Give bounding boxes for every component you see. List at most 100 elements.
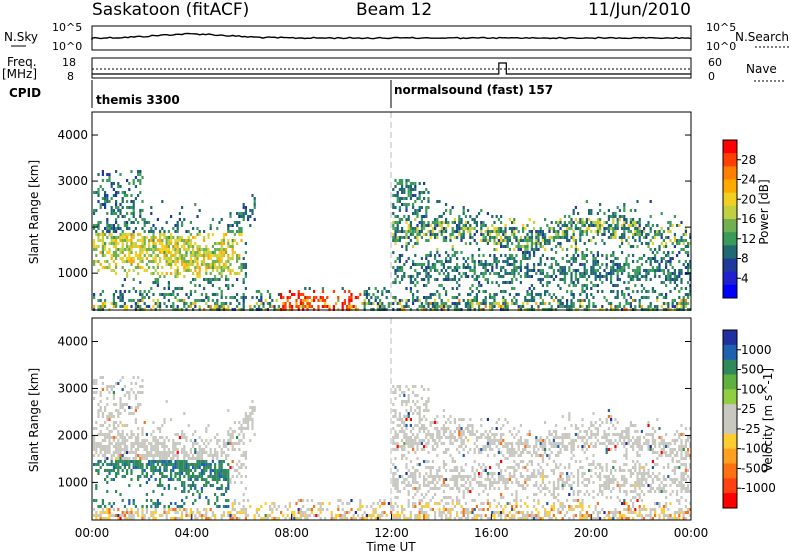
heatmap-cell	[592, 236, 595, 239]
heatmap-cell	[434, 254, 437, 257]
heatmap-cell	[315, 514, 318, 517]
heatmap-cell	[260, 302, 263, 305]
heatmap-cell	[401, 182, 404, 185]
heatmap-cell	[130, 242, 133, 245]
heatmap-cell	[418, 487, 421, 490]
heatmap-cell	[119, 293, 122, 296]
heatmap-cell	[137, 403, 140, 406]
heatmap-cell	[167, 484, 170, 487]
heatmap-cell	[183, 466, 186, 469]
heatmap-cell	[260, 299, 263, 302]
heatmap-cell	[141, 442, 144, 445]
heatmap-cell	[414, 269, 417, 272]
heatmap-cell	[456, 439, 459, 442]
heatmap-cell	[167, 251, 170, 254]
y-tick-label: 4000	[57, 128, 88, 142]
heatmap-cell	[348, 511, 351, 514]
heatmap-cell	[189, 469, 192, 472]
heatmap-cell	[676, 254, 679, 257]
heatmap-cell	[511, 233, 514, 236]
heatmap-cell	[115, 463, 118, 466]
heatmap-cell	[152, 445, 155, 448]
heatmap-cell	[401, 266, 404, 269]
heatmap-cell	[280, 511, 283, 514]
heatmap-cell	[379, 517, 382, 520]
heatmap-cell	[117, 412, 120, 415]
heatmap-cell	[508, 248, 511, 251]
heatmap-cell	[115, 457, 118, 460]
heatmap-cell	[242, 451, 245, 454]
heatmap-cell	[183, 305, 186, 308]
heatmap-cell	[148, 451, 151, 454]
heatmap-cell	[581, 233, 584, 236]
heatmap-cell	[579, 239, 582, 242]
heatmap-cell	[218, 305, 221, 308]
heatmap-cell	[453, 481, 456, 484]
heatmap-cell	[420, 511, 423, 514]
heatmap-cell	[119, 421, 122, 424]
heatmap-cell	[687, 293, 690, 296]
heatmap-cell	[434, 263, 437, 266]
heatmap-cell	[530, 236, 533, 239]
heatmap-cell	[614, 227, 617, 230]
heatmap-cell	[200, 448, 203, 451]
heatmap-cell	[365, 517, 368, 520]
heatmap-cell	[106, 236, 109, 239]
heatmap-cell	[689, 233, 692, 236]
heatmap-cell	[676, 284, 679, 287]
heatmap-cell	[123, 239, 126, 242]
heatmap-cell	[559, 227, 562, 230]
heatmap-cell	[436, 224, 439, 227]
heatmap-cell	[117, 209, 120, 212]
heatmap-cell	[165, 242, 168, 245]
heatmap-cell	[467, 478, 470, 481]
heatmap-cell	[119, 185, 122, 188]
heatmap-cell	[121, 433, 124, 436]
heatmap-cell	[519, 269, 522, 272]
heatmap-cell	[431, 305, 434, 308]
heatmap-cell	[154, 502, 157, 505]
heatmap-cell	[145, 508, 148, 511]
heatmap-cell	[475, 242, 478, 245]
heatmap-cell	[458, 487, 461, 490]
heatmap-cell	[445, 484, 448, 487]
heatmap-cell	[121, 206, 124, 209]
heatmap-cell	[108, 436, 111, 439]
heatmap-cell	[150, 442, 153, 445]
heatmap-cell	[211, 245, 214, 248]
heatmap-cell	[101, 245, 104, 248]
heatmap-cell	[511, 263, 514, 266]
heatmap-cell	[407, 257, 410, 260]
heatmap-cell	[165, 293, 168, 296]
heatmap-cell	[412, 275, 415, 278]
heatmap-cell	[271, 502, 274, 505]
heatmap-cell	[216, 293, 219, 296]
heatmap-cell	[117, 445, 120, 448]
heatmap-cell	[427, 400, 430, 403]
heatmap-cell	[530, 248, 533, 251]
heatmap-cell	[203, 248, 206, 251]
heatmap-cell	[207, 442, 210, 445]
heatmap-cell	[167, 293, 170, 296]
heatmap-cell	[128, 257, 131, 260]
heatmap-cell	[409, 517, 412, 520]
heatmap-cell	[533, 227, 536, 230]
heatmap-cell	[427, 442, 430, 445]
heatmap-cell	[473, 433, 476, 436]
heatmap-cell	[152, 245, 155, 248]
heatmap-cell	[240, 269, 243, 272]
heatmap-cell	[148, 517, 151, 520]
heatmap-cell	[143, 254, 146, 257]
heatmap-cell	[108, 385, 111, 388]
heatmap-cell	[222, 269, 225, 272]
heatmap-cell	[396, 490, 399, 493]
heatmap-cell	[436, 200, 439, 203]
heatmap-cell	[115, 257, 118, 260]
heatmap-cell	[438, 466, 441, 469]
heatmap-cell	[203, 472, 206, 475]
heatmap-cell	[233, 508, 236, 511]
heatmap-cell	[423, 517, 426, 520]
heatmap-cell	[506, 245, 509, 248]
heatmap-cell	[409, 484, 412, 487]
